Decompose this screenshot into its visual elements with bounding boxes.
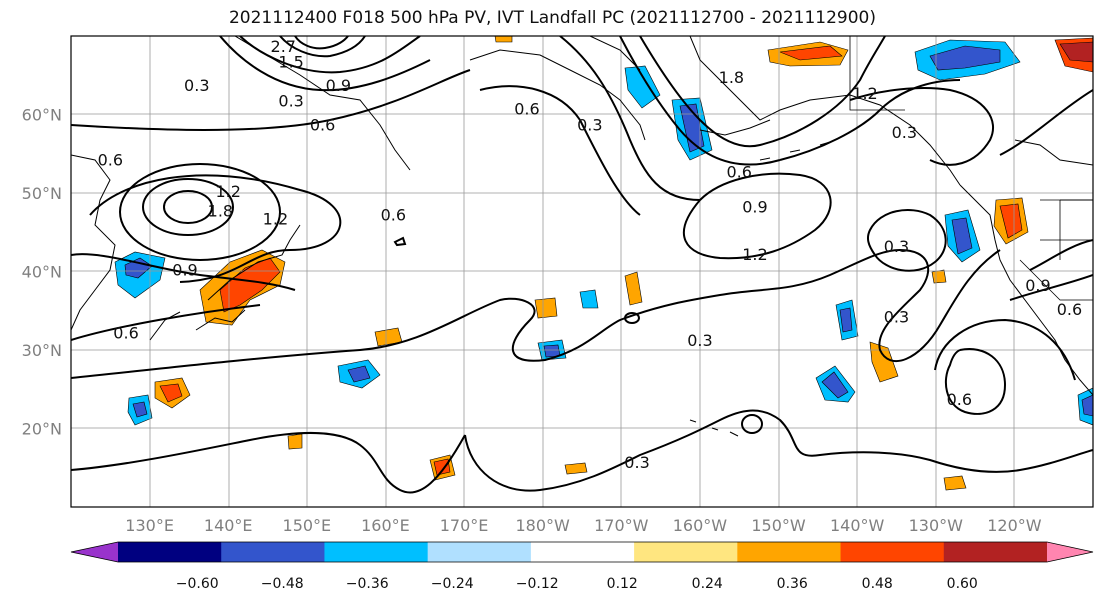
contour-label: 0.6 <box>1057 300 1082 319</box>
contour-label: 1.8 <box>719 68 744 87</box>
ivt-shading <box>114 36 1093 491</box>
lon-tick-label: 160°E <box>361 516 410 535</box>
lon-tick-label: 140°E <box>204 516 253 535</box>
contour-label: 0.6 <box>98 151 123 170</box>
contour-label: 0.6 <box>727 162 752 181</box>
colorbar-segment <box>737 542 842 562</box>
contour-label: 1.2 <box>216 182 241 201</box>
contour-label: 0.6 <box>310 115 335 134</box>
lon-tick-label: 130°E <box>125 516 174 535</box>
contour-label: 0.6 <box>514 100 539 119</box>
lon-tick-label: 160°W <box>673 516 728 535</box>
colorbar-tick-label: 0.60 <box>947 576 978 592</box>
colorbar-extend-high <box>1047 542 1093 562</box>
colorbar-tick-label: −0.36 <box>346 576 389 592</box>
lon-tick-label: 150°E <box>283 516 332 535</box>
contour-label: 0.9 <box>742 198 767 217</box>
pv-contours <box>71 36 1093 494</box>
colorbar-tick-label: 0.36 <box>777 576 808 592</box>
colorbar-tick-label: −0.24 <box>431 576 474 592</box>
contour-label: 1.2 <box>852 84 877 103</box>
lat-tick-label: 50°N <box>22 184 62 203</box>
contour-label: 1.5 <box>278 52 303 71</box>
contour-labels: 0.3 0.90.30.62.71.50.61.21.8 1.20.90.60.60… <box>98 37 1083 472</box>
contour-label: 2.7 <box>271 37 296 56</box>
colorbar-outline <box>70 541 1094 563</box>
lon-tick-label: 170°E <box>440 516 489 535</box>
colorbar-extend-low <box>71 542 118 562</box>
lon-tick-label: 120°W <box>987 516 1042 535</box>
lon-tick-label: 130°W <box>909 516 964 535</box>
longitude-tick-labels: 130°E 140°E 150°E 160°E 170°E 180°W 170°W 160°W… <box>125 516 1041 535</box>
colorbar-segment <box>427 542 532 562</box>
colorbar-segment <box>324 542 429 562</box>
latitude-tick-labels: 60°N 50°N 40°N 30°N 20°N <box>22 106 62 439</box>
contour-label: 0.9 <box>172 261 197 280</box>
political-borders <box>849 36 1093 301</box>
colorbar-segment <box>221 542 325 562</box>
lon-tick-label: 170°W <box>594 516 649 535</box>
contour-label: 0.3 <box>278 92 303 111</box>
contour-label: 0.6 <box>381 206 406 225</box>
graticule <box>71 36 1093 507</box>
lat-tick-label: 20°N <box>22 420 62 439</box>
contour-label: 0.3 <box>884 308 909 327</box>
colorbar-segment <box>840 542 945 562</box>
colorbar-segment <box>634 542 738 562</box>
contour-label: 0.9 <box>326 76 351 95</box>
contour-label: 1.8 <box>208 202 233 221</box>
contour-label: 0.3 <box>184 76 209 95</box>
colorbar <box>70 541 1094 563</box>
contour-label: 0.3 <box>577 115 602 134</box>
colorbar-tick-label: −0.12 <box>516 576 559 592</box>
figure-title: 2021112400 F018 500 hPa PV, IVT Landfall… <box>228 8 876 28</box>
lon-tick-label: 140°W <box>830 516 885 535</box>
lon-tick-label: 180°W <box>516 516 571 535</box>
contour-label: 0.9 <box>1025 276 1050 295</box>
colorbar-tick-label: 0.24 <box>692 576 723 592</box>
colorbar-tick-label: −0.48 <box>261 576 304 592</box>
colorbar-segment <box>943 542 1048 562</box>
lon-tick-label: 150°W <box>751 516 806 535</box>
contour-label: 1.2 <box>742 245 767 264</box>
colorbar-tick-label: 0.48 <box>862 576 893 592</box>
lat-tick-label: 30°N <box>22 341 62 360</box>
colorbar-segment <box>118 542 222 562</box>
lat-tick-label: 60°N <box>22 106 62 125</box>
contour-label: 0.3 <box>687 331 712 350</box>
contour-label: 0.3 <box>624 453 649 472</box>
colorbar-tick-label: 0.12 <box>607 576 638 592</box>
contour-label: 1.2 <box>263 209 288 228</box>
map-frame <box>70 35 1094 508</box>
contour-label: 0.3 <box>892 123 917 142</box>
contour-label: 0.6 <box>113 323 138 342</box>
lat-tick-label: 40°N <box>22 263 62 282</box>
colorbar-tick-labels: −0.60 −0.48 −0.36 −0.24 −0.12 0.12 0.24 0.36 0.4… <box>176 576 978 592</box>
contour-label: 0.6 <box>947 390 972 409</box>
contour-label: 0.3 <box>884 237 909 256</box>
colorbar-segment <box>530 542 635 562</box>
colorbar-tick-label: −0.60 <box>176 576 219 592</box>
